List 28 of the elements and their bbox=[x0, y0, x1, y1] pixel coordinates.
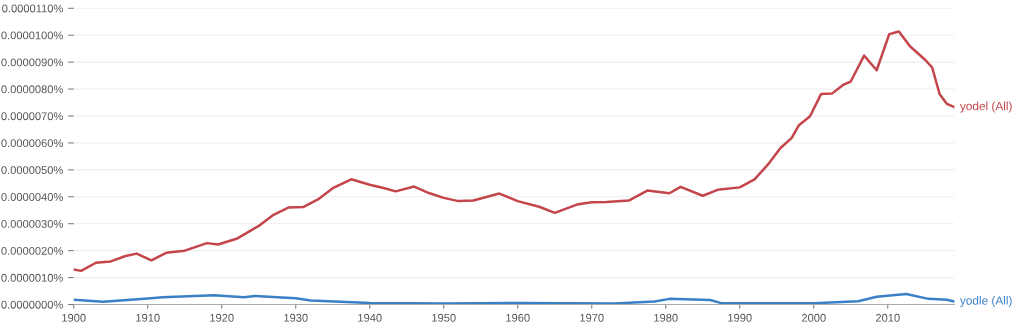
x-tick-label: 1930 bbox=[284, 313, 308, 322]
y-tick-label: 0.0000000% bbox=[1, 300, 63, 309]
y-tick-label: 0.0000080% bbox=[1, 85, 63, 94]
line-series bbox=[73, 30, 955, 273]
x-tick-label: 1910 bbox=[136, 313, 160, 322]
x-tick-label: 1920 bbox=[210, 313, 234, 322]
y-tick-label: 0.0000070% bbox=[1, 112, 63, 121]
x-tick-label: 2000 bbox=[801, 313, 826, 322]
x-tick-label: 1960 bbox=[506, 313, 530, 322]
x-tick-label: 1970 bbox=[580, 313, 604, 322]
y-tick-label: 0.0000090% bbox=[1, 58, 63, 67]
x-tick-label: 1990 bbox=[728, 313, 752, 322]
line-series bbox=[73, 292, 955, 305]
y-tick-label: 0.0000030% bbox=[1, 219, 63, 228]
y-tick-label: 0.0000060% bbox=[1, 139, 63, 148]
y-tick-label: 0.0000040% bbox=[1, 193, 63, 201]
y-tick-label: 0.0000110% bbox=[2, 4, 63, 13]
x-tick-label: 1950 bbox=[432, 313, 456, 322]
y-tick-label: 0.0000050% bbox=[1, 166, 63, 174]
series-label: yodel (All) bbox=[959, 101, 1012, 113]
x-tick-label: 1900 bbox=[62, 313, 86, 322]
x-tick-label: 1980 bbox=[654, 313, 678, 322]
x-tick-label: 2010 bbox=[875, 313, 900, 322]
x-tick-label: 1940 bbox=[358, 313, 382, 322]
y-tick-label: 0.0000020% bbox=[1, 246, 63, 255]
y-tick-label: 0.0000100% bbox=[1, 31, 63, 40]
series-label: yodle (All) bbox=[959, 296, 1012, 308]
y-tick-label: 0.0000010% bbox=[1, 273, 63, 282]
